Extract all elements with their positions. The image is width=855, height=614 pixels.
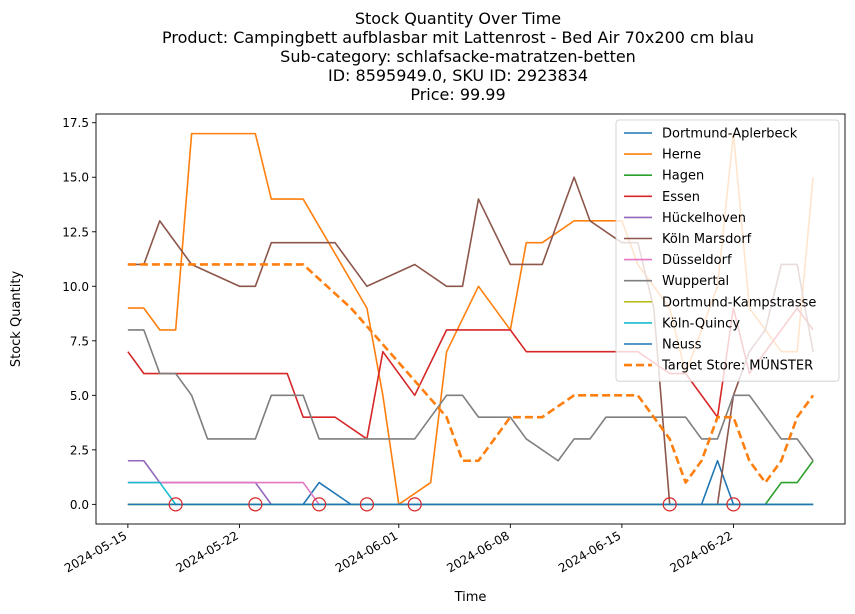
x-tick-label: 2024-05-15	[62, 528, 129, 575]
y-axis-ticks: 0.0 2.5 5.0 7.5 10.0 12.5 15.0 17.5	[62, 116, 96, 512]
y-tick-label: 10.0	[62, 280, 89, 294]
y-tick-label: 17.5	[62, 116, 89, 130]
x-tick-label: 2024-06-15	[556, 528, 623, 575]
legend: Dortmund-Aplerbeck Herne Hagen Essen Hückelh…	[615, 119, 840, 382]
y-axis-label: Stock Quantity	[9, 271, 24, 368]
y-tick-label: 5.0	[70, 389, 89, 403]
y-tick-label: 15.0	[62, 171, 89, 185]
legend-label: Hückelhoven	[662, 211, 746, 226]
chart-title-line: Sub-category: schlafsacke-matratzen-bett…	[280, 47, 636, 66]
legend-label: Düsseldorf	[662, 253, 732, 268]
legend-label: Hagen	[662, 169, 704, 184]
zero-stock-marker	[359, 497, 375, 512]
legend-label: Herne	[662, 148, 701, 163]
series-line-11	[127, 263, 815, 484]
zero-stock-marker	[168, 497, 183, 512]
y-tick-label: 2.5	[70, 443, 89, 457]
legend-label: Köln-Quincy	[662, 316, 740, 331]
x-tick-label: 2024-06-01	[333, 528, 400, 575]
legend-box	[615, 119, 840, 382]
legend-label: Dortmund-Aplerbeck	[662, 127, 798, 142]
y-tick-label: 12.5	[62, 225, 89, 239]
chart-title-line: Price: 99.99	[410, 85, 505, 104]
x-axis-ticks: 2024-05-15 2024-05-22 2024-06-01 2024-06-08…	[62, 524, 735, 575]
chart-title-line: Product: Campingbett aufblasbar mit Latt…	[162, 28, 754, 47]
legend-label: Target Store: MÜNSTER	[661, 357, 813, 374]
legend-label: Dortmund-Kampstrasse	[662, 295, 816, 310]
chart-title-line: ID: 8595949.0, SKU ID: 2923834	[328, 66, 588, 85]
y-tick-label: 0.0	[70, 498, 89, 512]
zero-stock-marker	[407, 497, 422, 512]
x-tick-label: 2024-06-22	[668, 528, 735, 575]
x-tick-label: 2024-06-08	[444, 528, 511, 575]
zero-stock-marker	[662, 497, 677, 512]
legend-label: Essen	[662, 190, 700, 205]
y-tick-label: 7.5	[70, 334, 89, 348]
legend-label: Neuss	[662, 338, 702, 353]
zero-stock-marker	[312, 497, 327, 512]
x-axis-label: Time	[454, 590, 487, 605]
chart-title-line: Stock Quantity Over Time	[355, 9, 561, 28]
zero-stock-marker	[248, 497, 263, 512]
zero-stock-marker	[726, 497, 741, 512]
x-tick-label: 2024-05-22	[174, 528, 241, 575]
legend-label: Köln Marsdorf	[662, 232, 752, 247]
zero-stock-markers	[168, 497, 741, 512]
legend-label: Wuppertal	[662, 274, 729, 289]
